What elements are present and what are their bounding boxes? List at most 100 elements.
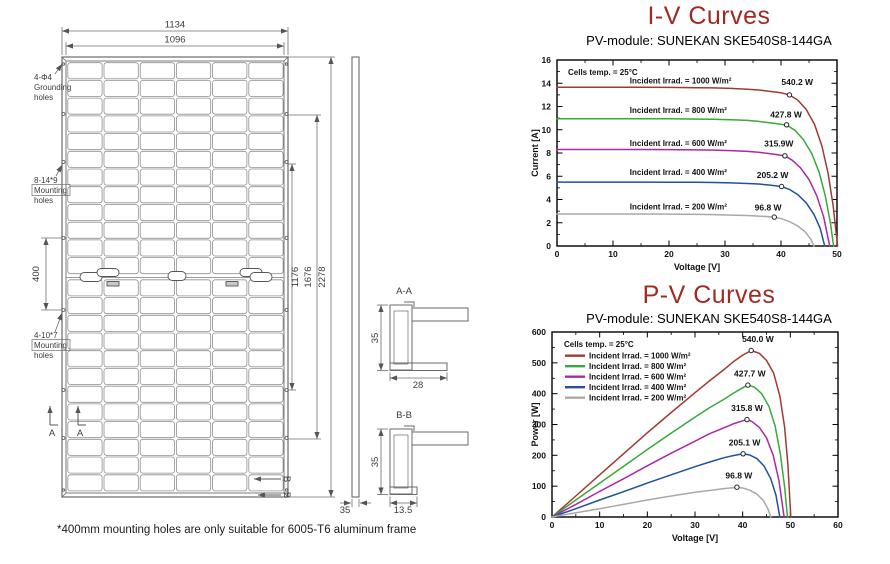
solar-cell [67,332,103,350]
mounting-top-line3: holes [34,196,53,205]
frame-corner [61,56,67,62]
solar-cell [175,80,212,97]
mpp-power-label: 540.0 W [742,334,775,344]
y-axis-label: Power [W] [530,402,540,446]
mounting-hole [284,160,289,164]
cells-temp-note: Cells temp. = 25°C [564,340,634,349]
y-tick-label: 16 [542,55,552,65]
y-tick-label: 8 [546,148,551,158]
solar-cell [175,221,212,239]
solar-cell [67,367,103,385]
y-tick-label: 12 [542,102,552,112]
solar-cell [103,367,139,385]
solar-cell [175,133,212,151]
solar-cell [248,297,284,315]
solar-cell [67,385,103,403]
section-aa-width: 28 [413,380,424,391]
mpp-power-label: 427.7 W [734,369,767,379]
plot-border [556,59,838,247]
solar-cell [103,438,139,456]
legend-label: Incident Irrad. = 600 W/m² [589,373,686,382]
solar-cell [139,62,175,80]
solar-cell [248,474,284,492]
solar-cell [139,150,175,168]
solar-cell [175,456,212,474]
iv-chart-subtitle: PV-module: SUNEKAN SKE540S8-144GA [586,33,832,48]
profile-lip [404,301,415,307]
dim-1134: 1134 [165,20,185,31]
mpp-power-label: 315.9W [764,139,794,149]
solar-cell [248,204,284,222]
solar-cell [67,62,103,80]
connector [79,272,103,282]
solar-cell [67,80,103,97]
section-bb-title: B-B [396,410,412,421]
hole-annotations: 4-Φ4 Grounding holes 8-14*9 Mounting hol… [31,63,71,360]
mounting-hole [284,308,289,312]
solar-cell [139,115,175,133]
mpp-power-label: 96.8 W [755,203,783,213]
solar-cell [248,115,284,133]
solar-cell [175,314,212,332]
solar-cell [212,239,248,257]
plot-border [551,331,839,518]
solar-cell [248,97,284,115]
solar-cell [67,133,103,151]
mpp-marker [783,122,790,128]
profile-wall-inner [393,434,409,489]
solar-cell [103,221,139,239]
legend-label: Incident Irrad. = 400 W/m² [589,383,686,392]
panel-frame-inner [65,60,285,494]
profile-wall-inner [393,310,409,365]
solar-cell [248,438,284,456]
solar-cell [67,279,103,297]
profile-flange [411,307,469,322]
mounting-hole [61,436,66,440]
solar-cell [212,332,248,350]
frame-corner [61,492,67,498]
curve-5 [556,213,815,247]
section-marks [47,406,281,498]
mpp-power-label: 205.2 W [757,170,790,180]
cells-temp-note: Cells temp. = 25°C [568,68,638,77]
y-tick-label: 500 [532,358,546,368]
series-inline-label: Incident Irrad. = 400 W/m² [630,168,727,177]
solar-cell [248,279,284,297]
section-a-label: A [77,428,84,439]
solar-cell [212,186,248,204]
curve-3 [556,148,831,247]
solar-cell [175,350,212,368]
solar-cell [103,385,139,403]
mpp-power-label: 96.8 W [725,470,753,480]
mounting-top-line1: 8-14*9 [34,176,58,185]
solar-cell [103,168,139,186]
frame-holes [61,62,289,492]
profile-foot [389,362,448,371]
solar-cell [212,150,248,168]
mpp-marker [734,484,740,490]
x-tick-label: 20 [664,249,674,259]
x-tick-label: 50 [786,520,796,530]
solar-cell [103,204,139,222]
solar-cell [248,332,284,350]
y-tick-label: 2 [546,218,551,228]
solar-cell [212,62,248,80]
series-inline-label: Incident Irrad. = 1000 W/m² [630,76,732,85]
solar-cell [67,438,103,456]
section-bb-height: 35 [370,457,381,468]
dim-1176: 1176 [290,267,301,287]
solar-cell [139,186,175,204]
x-tick-label: 30 [720,249,730,259]
solar-cell [103,62,139,80]
solar-cell [248,186,284,204]
solar-cell [139,133,175,151]
section-aa-height: 35 [370,333,381,344]
solar-cell [103,474,139,492]
panel-frame-outer [61,56,289,498]
solar-cell [103,350,139,368]
mechanical-drawing: 1134 1096 1176 1676 2278 400 35 4-Φ4 Gro… [31,20,469,536]
solar-cell [248,421,284,439]
solar-cell [139,239,175,257]
solar-cell [67,456,103,474]
